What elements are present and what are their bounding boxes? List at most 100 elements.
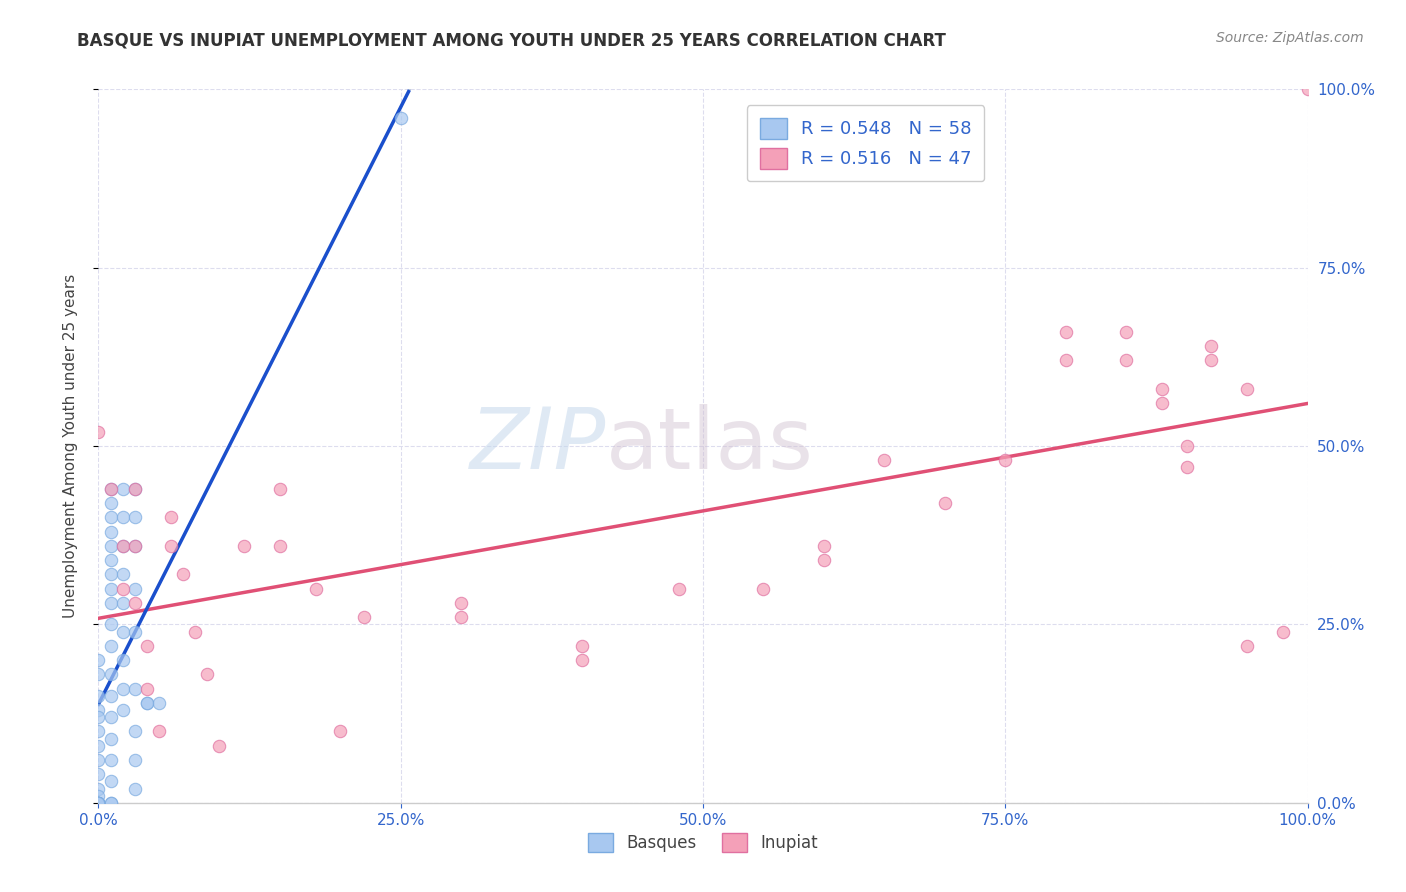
Point — [1199, 339, 1222, 353]
Point — [100, 667, 122, 681]
Point — [1152, 396, 1174, 410]
Point — [100, 731, 122, 746]
Point — [87, 796, 110, 810]
Legend: Basques, Inupiat: Basques, Inupiat — [582, 826, 824, 859]
Point — [124, 510, 146, 524]
Point — [87, 753, 110, 767]
Point — [934, 496, 956, 510]
Point — [111, 510, 134, 524]
Point — [111, 539, 134, 553]
Point — [87, 724, 110, 739]
Point — [1272, 624, 1295, 639]
Point — [111, 582, 134, 596]
Point — [100, 796, 122, 810]
Point — [87, 710, 110, 724]
Point — [450, 610, 472, 624]
Point — [124, 724, 146, 739]
Point — [100, 510, 122, 524]
Point — [1115, 325, 1137, 339]
Point — [160, 510, 183, 524]
Point — [124, 539, 146, 553]
Point — [87, 796, 110, 810]
Point — [124, 753, 146, 767]
Point — [87, 653, 110, 667]
Point — [1236, 382, 1258, 396]
Point — [100, 689, 122, 703]
Point — [269, 539, 291, 553]
Point — [87, 689, 110, 703]
Point — [232, 539, 254, 553]
Point — [87, 703, 110, 717]
Point — [1199, 353, 1222, 368]
Point — [111, 539, 134, 553]
Point — [135, 696, 157, 710]
Point — [873, 453, 896, 467]
Point — [100, 482, 122, 496]
Point — [1152, 382, 1174, 396]
Point — [571, 653, 593, 667]
Point — [87, 425, 110, 439]
Point — [111, 567, 134, 582]
Point — [100, 539, 122, 553]
Point — [172, 567, 194, 582]
Point — [100, 553, 122, 567]
Point — [124, 596, 146, 610]
Point — [813, 539, 835, 553]
Point — [148, 696, 170, 710]
Point — [87, 667, 110, 681]
Point — [124, 624, 146, 639]
Point — [87, 796, 110, 810]
Point — [1236, 639, 1258, 653]
Point — [100, 774, 122, 789]
Point — [100, 617, 122, 632]
Point — [87, 789, 110, 803]
Point — [100, 524, 122, 539]
Point — [87, 796, 110, 810]
Point — [111, 653, 134, 667]
Point — [450, 596, 472, 610]
Point — [111, 624, 134, 639]
Point — [1115, 353, 1137, 368]
Point — [668, 582, 690, 596]
Point — [100, 753, 122, 767]
Text: ZIP: ZIP — [470, 404, 606, 488]
Point — [100, 567, 122, 582]
Point — [135, 681, 157, 696]
Point — [813, 553, 835, 567]
Point — [124, 681, 146, 696]
Point — [124, 539, 146, 553]
Point — [87, 796, 110, 810]
Point — [100, 710, 122, 724]
Text: BASQUE VS INUPIAT UNEMPLOYMENT AMONG YOUTH UNDER 25 YEARS CORRELATION CHART: BASQUE VS INUPIAT UNEMPLOYMENT AMONG YOU… — [77, 31, 946, 49]
Point — [148, 724, 170, 739]
Point — [100, 639, 122, 653]
Point — [1175, 439, 1198, 453]
Point — [752, 582, 775, 596]
Point — [100, 582, 122, 596]
Point — [160, 539, 183, 553]
Point — [135, 639, 157, 653]
Point — [994, 453, 1017, 467]
Point — [100, 596, 122, 610]
Point — [1054, 353, 1077, 368]
Point — [111, 596, 134, 610]
Point — [124, 482, 146, 496]
Point — [87, 781, 110, 796]
Point — [184, 624, 207, 639]
Point — [195, 667, 218, 681]
Point — [1296, 82, 1319, 96]
Point — [124, 482, 146, 496]
Point — [353, 610, 375, 624]
Point — [571, 639, 593, 653]
Point — [124, 582, 146, 596]
Point — [87, 767, 110, 781]
Point — [87, 796, 110, 810]
Point — [329, 724, 352, 739]
Point — [87, 739, 110, 753]
Point — [111, 482, 134, 496]
Point — [124, 781, 146, 796]
Point — [305, 582, 328, 596]
Point — [208, 739, 231, 753]
Point — [111, 681, 134, 696]
Point — [269, 482, 291, 496]
